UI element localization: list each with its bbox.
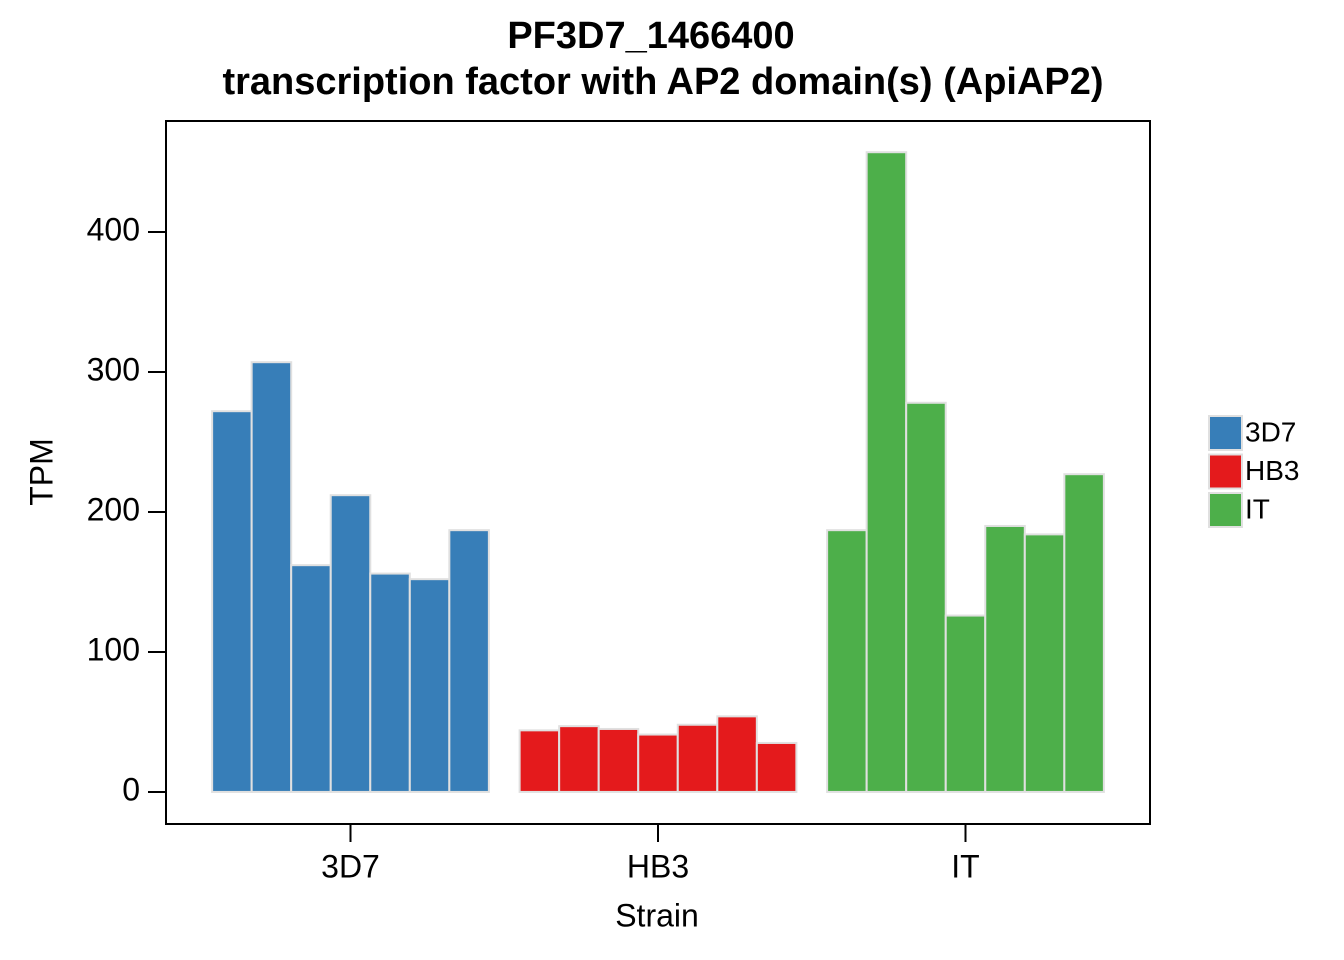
bar <box>211 410 253 793</box>
y-tick-label: 400 <box>87 211 140 247</box>
bar <box>448 529 490 793</box>
bar <box>716 715 758 793</box>
y-tick-label: 100 <box>87 631 140 667</box>
chart-subtitle: transcription factor with AP2 domain(s) … <box>222 61 1103 103</box>
bar <box>518 729 561 793</box>
bar <box>290 564 332 793</box>
legend-label: 3D7 <box>1245 416 1296 447</box>
x-axis-label: Strain <box>615 897 699 933</box>
legend-label: HB3 <box>1245 455 1299 486</box>
bar <box>637 733 679 793</box>
bar <box>826 529 868 793</box>
chart-title: PF3D7_1466400 <box>507 15 794 57</box>
x-tick-label: HB3 <box>627 848 689 884</box>
bar <box>597 727 640 793</box>
y-tick-label: 200 <box>87 491 140 527</box>
legend-label: IT <box>1245 493 1270 524</box>
y-tick-label: 300 <box>87 351 140 387</box>
bar <box>558 725 600 793</box>
legend-swatch <box>1208 453 1243 490</box>
bar <box>755 741 798 793</box>
legend-swatch <box>1208 492 1243 528</box>
bar <box>369 572 411 793</box>
bar <box>984 524 1026 793</box>
x-tick-label: 3D7 <box>321 848 380 884</box>
bar <box>944 614 987 793</box>
legend-swatch <box>1208 415 1243 451</box>
bar <box>329 494 372 793</box>
bar <box>676 723 719 793</box>
y-tick-label: 0 <box>122 771 140 807</box>
bar <box>1023 533 1066 793</box>
bar <box>865 151 908 793</box>
bar <box>250 361 293 793</box>
x-tick-label: IT <box>951 848 979 884</box>
bar <box>905 401 947 793</box>
bar <box>408 578 451 793</box>
bar <box>1063 473 1105 793</box>
y-axis-label: TPM <box>23 438 59 506</box>
